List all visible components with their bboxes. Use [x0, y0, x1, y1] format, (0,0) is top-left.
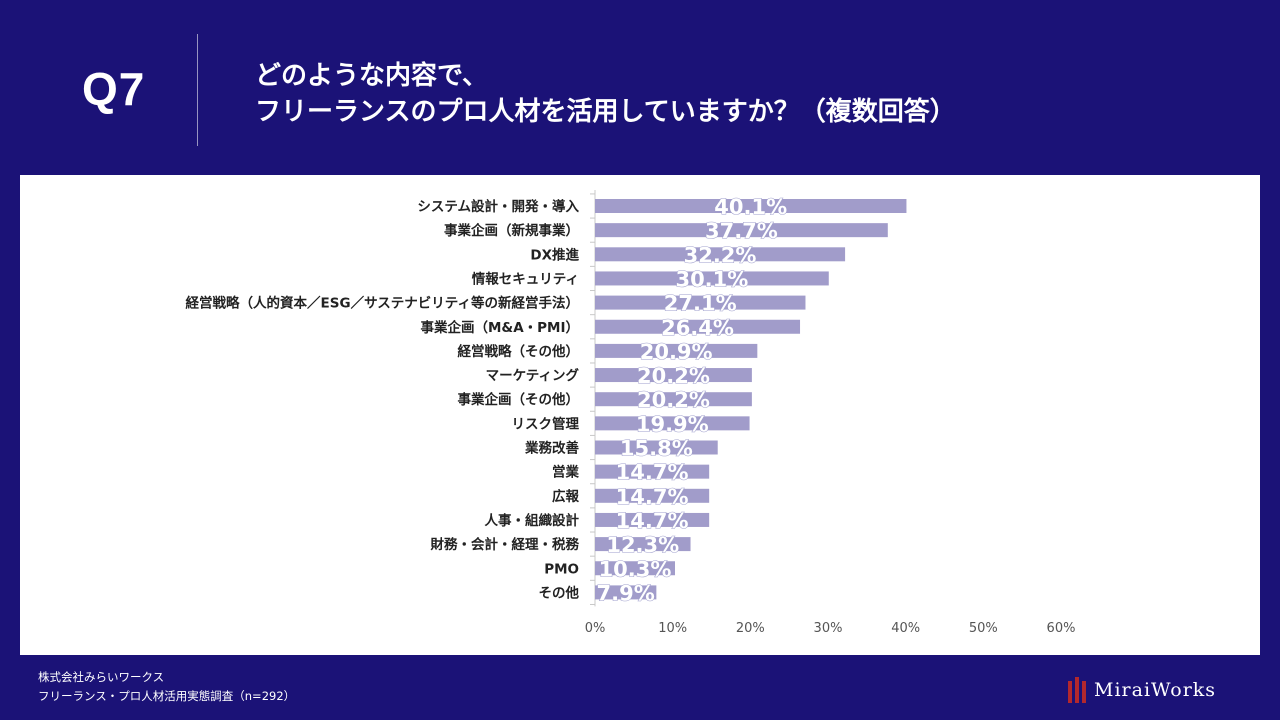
- footer-survey: フリーランス・プロ人材活用実態調査（n=292）: [38, 689, 296, 703]
- category-label: DX推進: [530, 246, 579, 263]
- bar-chart: システム設計・開発・導入 40.1% 事業企画（新規事業） 37.7% DX推進 32.2…: [186, 190, 1076, 636]
- footer-company: 株式会社みらいワークス: [38, 670, 165, 684]
- x-tick-label: 10%: [658, 621, 687, 636]
- category-label: 情報セキュリティ: [472, 270, 579, 287]
- value-label: 20.2%: [637, 388, 710, 412]
- x-tick-label: 60%: [1047, 621, 1076, 636]
- bar: [595, 537, 691, 552]
- bar: [595, 368, 752, 383]
- bar: [595, 199, 907, 213]
- x-tick-label: 50%: [969, 621, 998, 636]
- page-title: どのような内容で、 フリーランスのプロ人材を活用していますか？（複数回答）: [255, 58, 956, 130]
- value-label: 32.2%: [684, 243, 757, 267]
- bar: [595, 223, 888, 238]
- value-label: 12.3%: [606, 533, 679, 557]
- value-label: 15.8%: [620, 437, 693, 461]
- chart-panel: システム設計・開発・導入 40.1% 事業企画（新規事業） 37.7% DX推進 32.2…: [20, 175, 1260, 655]
- category-label: 事業企画（その他）: [458, 391, 580, 408]
- x-tick-label: 0%: [585, 621, 606, 636]
- bar: [595, 247, 846, 262]
- value-label: 20.2%: [637, 364, 710, 388]
- bar: [595, 319, 801, 334]
- bar: [595, 512, 710, 527]
- category-label: 広報: [552, 488, 580, 505]
- value-label: 7.9%: [597, 581, 655, 605]
- bar: [595, 416, 750, 431]
- bar: [595, 440, 718, 455]
- footer: 株式会社みらいワークス フリーランス・プロ人材活用実態調査（n=292）: [38, 668, 295, 706]
- category-label: 財務・会計・経理・税務: [430, 536, 580, 553]
- value-label: 26.4%: [661, 316, 734, 340]
- bar: [595, 295, 806, 310]
- header-divider: [197, 34, 198, 146]
- title-line-1: どのような内容で、: [255, 61, 488, 91]
- bar: [595, 585, 657, 600]
- question-number: Q7: [82, 63, 146, 115]
- category-label: 営業: [552, 464, 580, 481]
- bar: [595, 271, 829, 286]
- bar: [595, 464, 710, 479]
- value-label: 14.7%: [616, 461, 689, 485]
- category-label: PMO: [544, 561, 579, 577]
- bar: [595, 343, 758, 358]
- x-tick-label: 30%: [814, 621, 843, 636]
- value-label: 40.1%: [714, 195, 787, 219]
- value-label: 10.3%: [599, 557, 672, 581]
- category-label: 事業企画（新規事業）: [444, 222, 579, 239]
- x-tick-label: 20%: [736, 621, 765, 636]
- value-label: 30.1%: [675, 267, 748, 291]
- value-label: 14.7%: [616, 509, 689, 533]
- value-label: 19.9%: [636, 412, 709, 436]
- logo-text: MiraiWorks: [1094, 679, 1217, 701]
- category-label: 人事・組織設計: [485, 512, 580, 529]
- logo-mark-icon: [1068, 677, 1086, 703]
- bar: [595, 392, 752, 407]
- category-label: 経営戦略（その他）: [458, 343, 580, 360]
- title-line-2: フリーランスのプロ人材を活用していますか？（複数回答）: [255, 97, 956, 127]
- x-tick-label: 40%: [891, 621, 920, 636]
- category-label: マーケティング: [486, 367, 580, 384]
- value-label: 20.9%: [640, 340, 713, 364]
- value-label: 27.1%: [664, 292, 737, 316]
- category-label: 事業企画（M&A・PMI）: [420, 319, 579, 336]
- bar: [595, 561, 675, 576]
- value-label: 37.7%: [705, 219, 778, 243]
- category-label: システム設計・開発・導入: [417, 198, 579, 215]
- category-label: 経営戦略（人的資本／ESG／サステナビリティ等の新経営手法）: [186, 295, 579, 312]
- category-label: リスク管理: [512, 415, 580, 432]
- bar: [595, 488, 710, 503]
- value-label: 14.7%: [616, 485, 689, 509]
- category-label: その他: [539, 584, 580, 601]
- company-logo: MiraiWorks: [1068, 673, 1216, 707]
- category-label: 業務改善: [524, 440, 579, 457]
